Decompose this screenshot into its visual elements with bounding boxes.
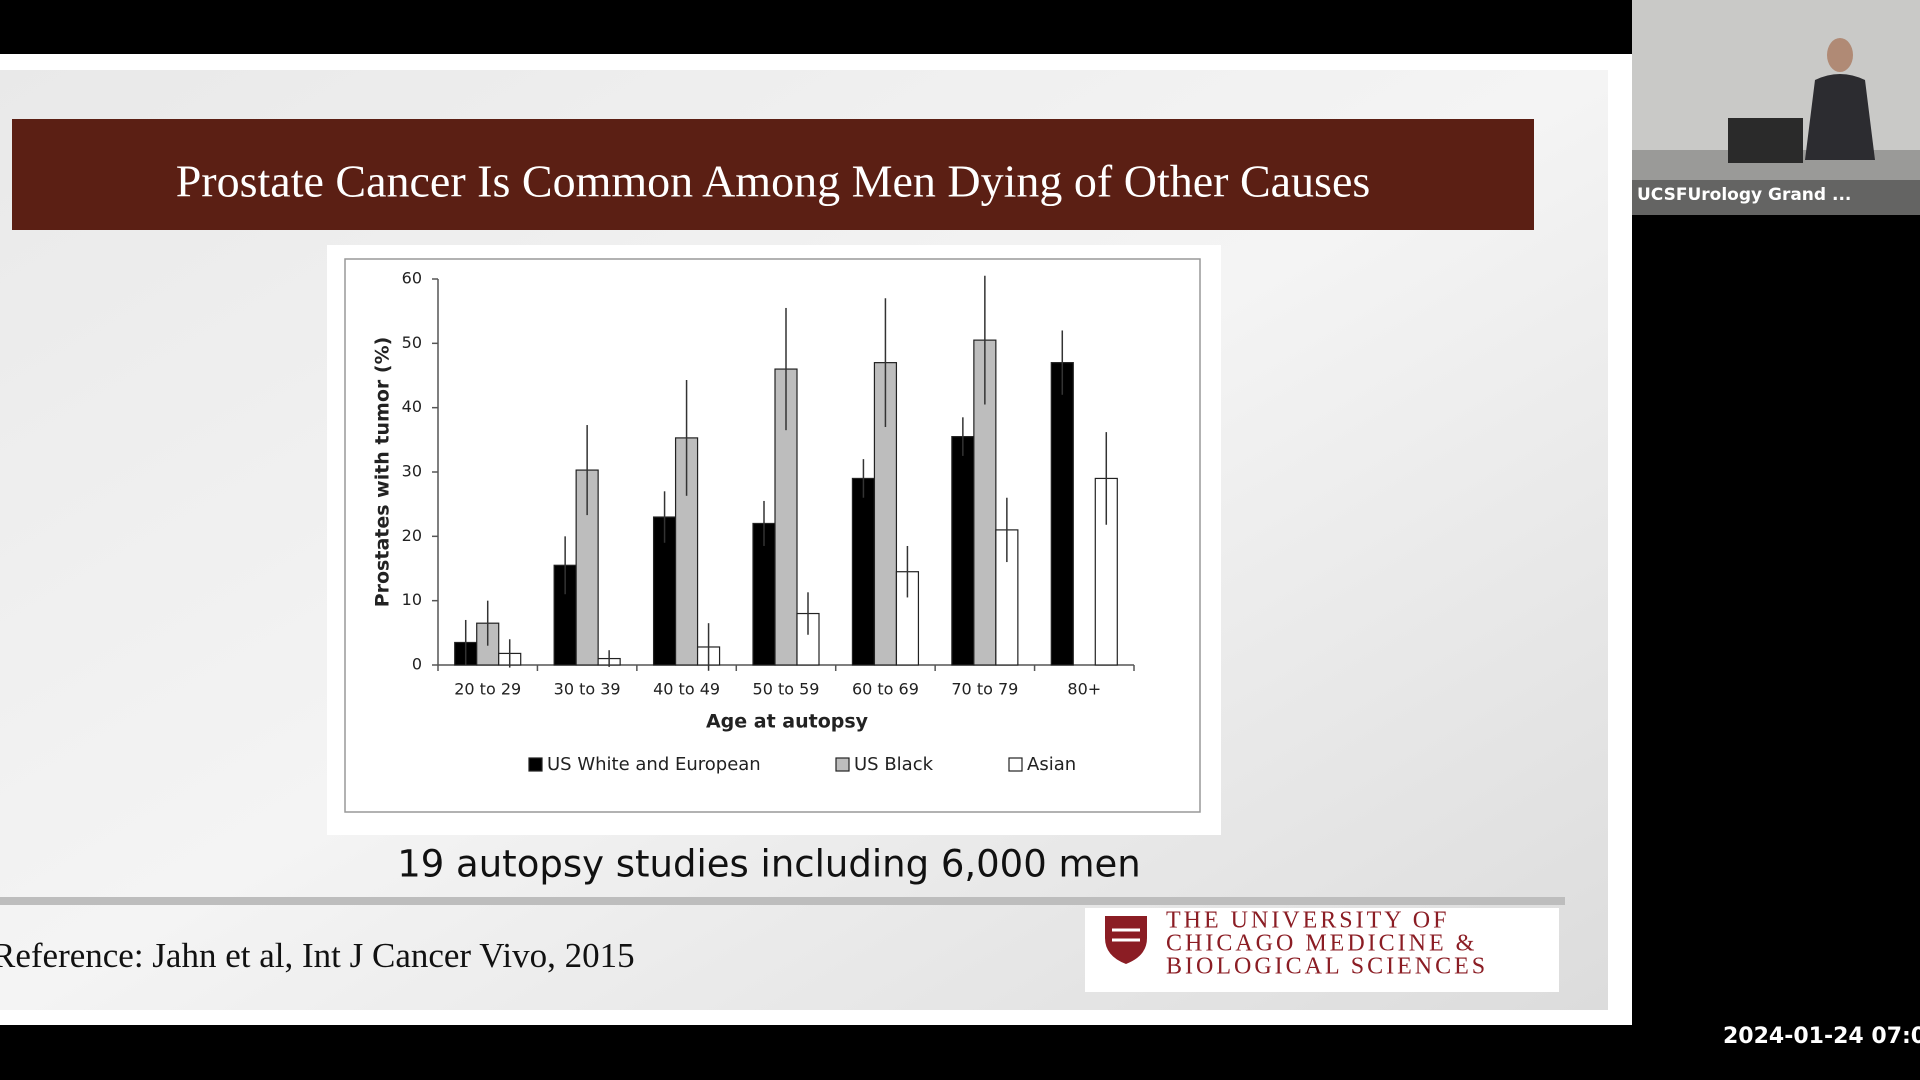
y-tick-label: 0 xyxy=(412,655,422,674)
legend-swatch xyxy=(835,757,850,772)
video-laptop xyxy=(1728,118,1803,163)
bar xyxy=(1050,362,1074,666)
video-person-body xyxy=(1805,74,1875,160)
title-banner xyxy=(12,119,1534,230)
y-tick-label: 20 xyxy=(402,526,422,545)
y-tick-label: 30 xyxy=(402,462,422,481)
y-tick-label: 10 xyxy=(402,590,422,609)
legend-label: Asian xyxy=(1027,754,1076,775)
x-tick-label: 20 to 29 xyxy=(454,680,521,699)
timestamp: 2024-01-24 07:0 xyxy=(1723,1024,1920,1049)
video-label-bg xyxy=(1632,180,1920,215)
bar xyxy=(851,477,876,666)
logo-shield-lines xyxy=(1112,928,1140,942)
logo-text: BIOLOGICAL SCIENCES xyxy=(1166,954,1488,980)
logo-text: THE UNIVERSITY OF xyxy=(1166,908,1449,934)
logo-box xyxy=(1085,908,1559,992)
legend-swatch xyxy=(528,757,543,772)
x-tick-label: 60 to 69 xyxy=(852,680,919,699)
legend-label: US White and European xyxy=(547,754,761,775)
legend-swatch xyxy=(1008,757,1023,772)
y-axis-label: Prostates with tumor (%) xyxy=(372,337,394,608)
video-person-head xyxy=(1827,38,1853,72)
x-tick-label: 50 to 59 xyxy=(753,680,820,699)
divider xyxy=(0,897,1565,905)
logo-text: CHICAGO MEDICINE & xyxy=(1166,931,1477,957)
x-tick-label: 30 to 39 xyxy=(554,680,621,699)
y-tick-label: 60 xyxy=(402,269,422,288)
x-tick-label: 70 to 79 xyxy=(951,680,1018,699)
bar xyxy=(951,436,975,666)
slide-title: Prostate Cancer Is Common Among Men Dyin… xyxy=(176,156,1371,207)
legend-label: US Black xyxy=(854,754,934,775)
caption: 19 autopsy studies including 6,000 men xyxy=(397,843,1141,886)
x-tick-label: 80+ xyxy=(1067,680,1101,699)
video-label: UCSFUrology Grand ... xyxy=(1637,185,1851,205)
x-axis-label: Age at autopsy xyxy=(706,711,869,733)
reference: Reference: Jahn et al, Int J Cancer Vivo… xyxy=(0,936,635,975)
chart-border xyxy=(344,258,1201,813)
x-tick-label: 40 to 49 xyxy=(653,680,720,699)
y-tick-label: 40 xyxy=(402,397,422,416)
y-tick-label: 50 xyxy=(402,333,422,352)
